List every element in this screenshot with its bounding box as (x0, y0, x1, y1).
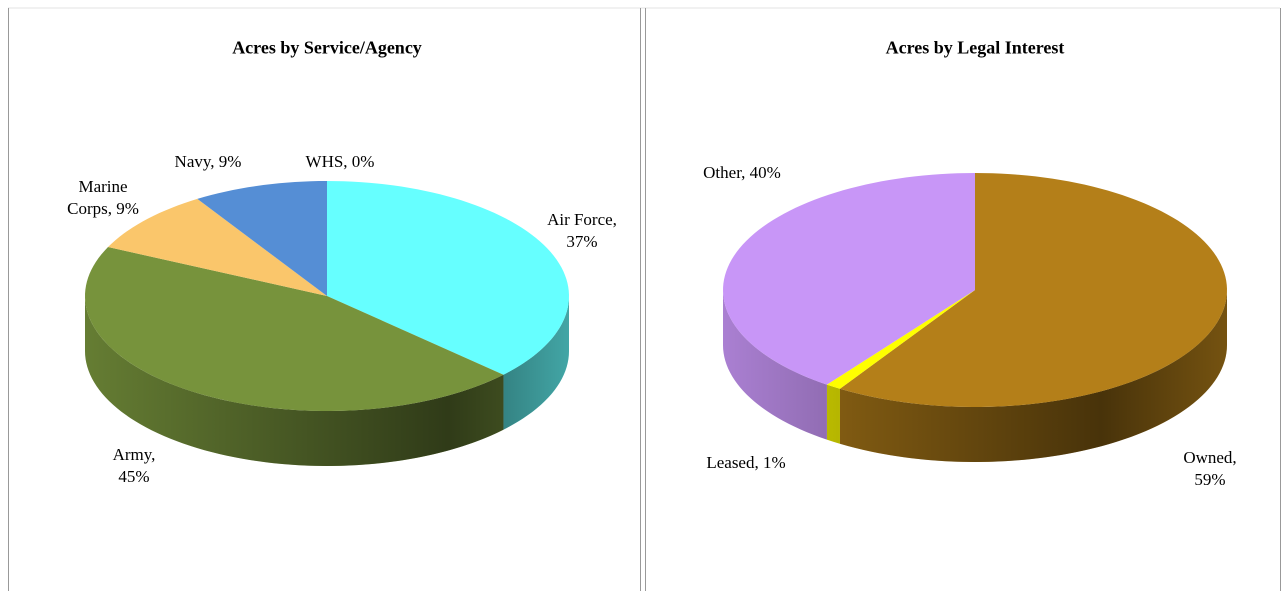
pie-slice (197, 181, 327, 296)
data-label: Owned, 59% (1183, 448, 1237, 489)
data-label: Navy, 9% (174, 152, 242, 171)
pie-slice (826, 290, 975, 389)
pie-side-shade (723, 290, 1227, 462)
data-label: Marine Corps, 9% (67, 177, 139, 218)
pie-slice (723, 173, 975, 385)
pie-slice (108, 198, 327, 296)
pie-side-shade (85, 296, 569, 466)
pie-slice (327, 181, 569, 375)
chart-title: Acres by Legal Interest (885, 37, 1065, 58)
data-label: WHS, 0% (305, 152, 375, 171)
data-label: Leased, 1% (706, 453, 786, 472)
pie-slice (839, 173, 1227, 407)
pie-slice (85, 247, 504, 411)
data-label: Air Force, 37% (547, 210, 617, 251)
data-label: Army, 45% (112, 445, 156, 486)
chart-title: Acres by Service/Agency (232, 37, 422, 58)
data-label: Other, 40% (703, 163, 781, 182)
